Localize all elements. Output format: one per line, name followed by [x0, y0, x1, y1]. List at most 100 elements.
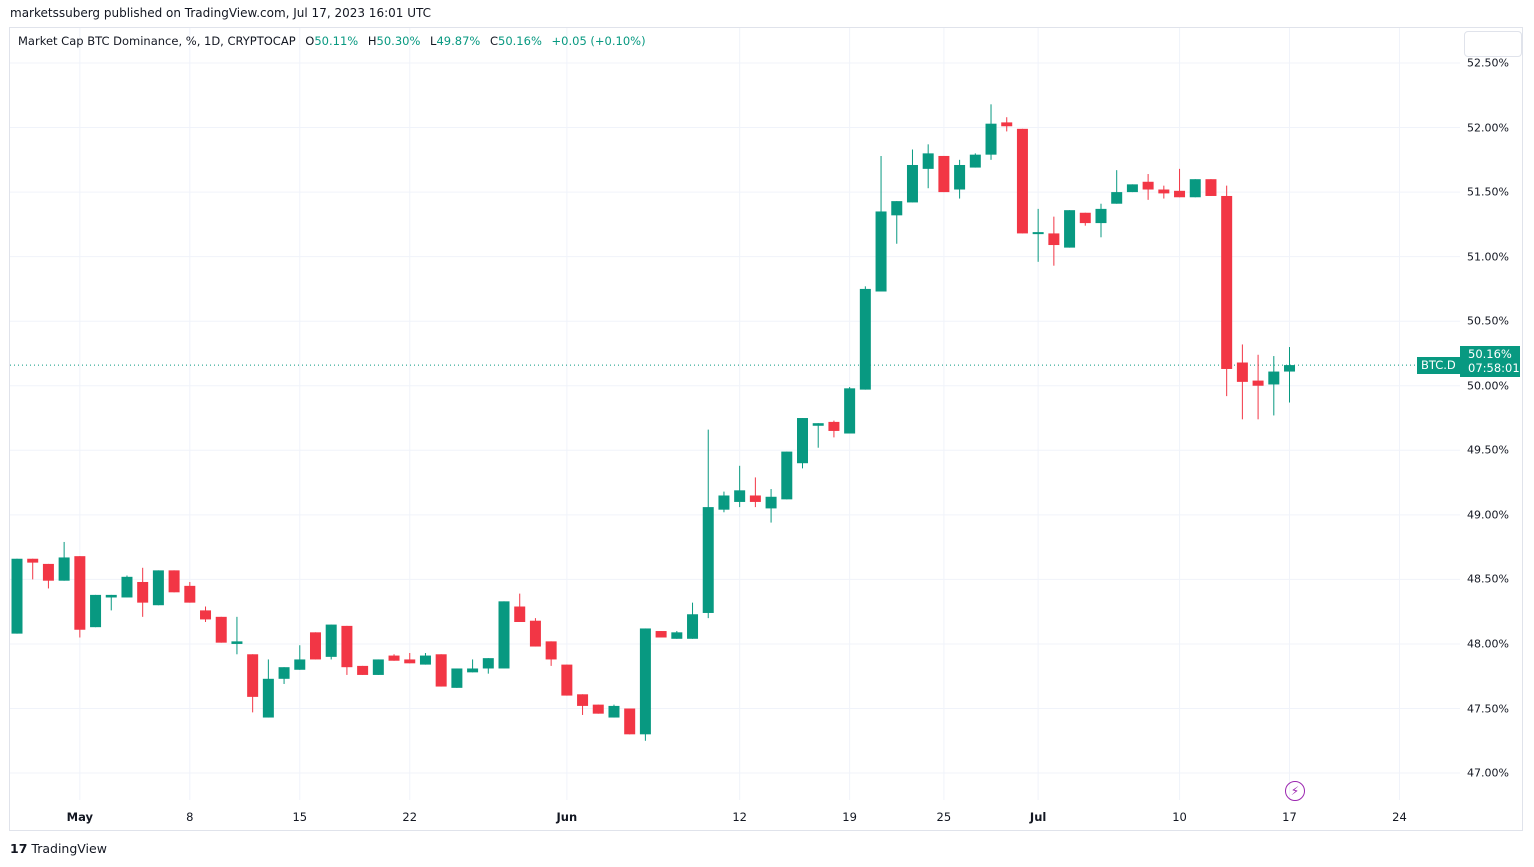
candle-up[interactable]: [718, 491, 730, 513]
candle-body: [655, 631, 667, 638]
candle-up[interactable]: [702, 429, 714, 619]
candle-body: [357, 665, 369, 675]
candle-up[interactable]: [11, 558, 23, 634]
candle-up[interactable]: [325, 624, 337, 660]
candle-up[interactable]: [372, 659, 384, 675]
candle-up[interactable]: [467, 659, 479, 673]
time-tick-label: 12: [732, 810, 747, 824]
candle-body: [105, 594, 117, 598]
candle-down[interactable]: [529, 618, 541, 647]
candle-up[interactable]: [121, 575, 133, 598]
candle-down[interactable]: [168, 570, 180, 593]
symbol-title[interactable]: Market Cap BTC Dominance, %, 1D, CRYPTOC…: [18, 34, 296, 48]
candle-down[interactable]: [1205, 179, 1217, 196]
candle-down[interactable]: [561, 664, 573, 696]
candle-down[interactable]: [247, 654, 259, 713]
candle-down[interactable]: [828, 420, 840, 438]
candle-body: [1142, 181, 1154, 190]
candle-down[interactable]: [624, 708, 636, 735]
candle-up[interactable]: [1126, 184, 1138, 193]
candle-up[interactable]: [922, 144, 934, 189]
candle-down[interactable]: [1048, 216, 1060, 266]
candle-up[interactable]: [278, 667, 290, 684]
tradingview-logo[interactable]: 𝟭𝟳 TradingView: [10, 841, 107, 856]
candle-body: [482, 658, 494, 669]
candle-up[interactable]: [797, 418, 808, 469]
candle-down[interactable]: [357, 665, 369, 675]
candle-up[interactable]: [498, 601, 510, 669]
candle-down[interactable]: [1016, 128, 1028, 234]
candle-up[interactable]: [1095, 203, 1107, 238]
candle-down[interactable]: [514, 593, 526, 623]
candle-down[interactable]: [200, 606, 212, 623]
candle-down[interactable]: [215, 616, 227, 643]
candle-body: [137, 581, 149, 603]
candle-up[interactable]: [812, 423, 824, 448]
candle-body: [215, 616, 227, 643]
candle-up[interactable]: [859, 286, 871, 390]
candle-down[interactable]: [1001, 117, 1013, 132]
candle-down[interactable]: [137, 567, 149, 617]
candle-up[interactable]: [687, 602, 699, 639]
chart-options-button[interactable]: [1464, 31, 1522, 57]
candle-up[interactable]: [294, 645, 306, 670]
candle-up[interactable]: [482, 658, 494, 674]
candle-body: [718, 495, 730, 510]
candle-down[interactable]: [435, 654, 447, 687]
candle-up[interactable]: [671, 631, 683, 639]
candle-body: [624, 708, 636, 735]
candle-up[interactable]: [152, 570, 164, 606]
candle-body: [1095, 208, 1107, 224]
candle-down[interactable]: [27, 558, 39, 580]
candle-down[interactable]: [938, 155, 950, 193]
candle-up[interactable]: [765, 489, 777, 523]
candle-down[interactable]: [592, 704, 604, 714]
candle-up[interactable]: [231, 616, 243, 655]
candle-up[interactable]: [58, 541, 70, 581]
candle-up[interactable]: [891, 201, 903, 244]
candle-up[interactable]: [875, 155, 887, 292]
candle-up[interactable]: [451, 668, 463, 688]
candle-down[interactable]: [309, 632, 321, 660]
candle-down[interactable]: [184, 581, 196, 603]
candle-up[interactable]: [844, 387, 856, 434]
candle-up[interactable]: [906, 149, 918, 203]
candle-down[interactable]: [1158, 185, 1170, 199]
lightning-icon[interactable]: ⚡: [1285, 781, 1305, 801]
candle-up[interactable]: [1111, 170, 1123, 204]
candle-down[interactable]: [1079, 212, 1091, 226]
candle-down[interactable]: [1236, 344, 1248, 420]
candle-down[interactable]: [1142, 174, 1154, 200]
candle-down[interactable]: [388, 654, 400, 661]
candle-down[interactable]: [341, 625, 353, 675]
candle-down[interactable]: [404, 652, 416, 664]
candle-up[interactable]: [419, 652, 431, 665]
candle-down[interactable]: [749, 477, 761, 508]
candle-up[interactable]: [262, 659, 274, 718]
candle-down[interactable]: [655, 631, 667, 638]
candle-down[interactable]: [1221, 185, 1233, 397]
candle-down[interactable]: [577, 694, 589, 715]
candle-up[interactable]: [1189, 179, 1201, 198]
candle-down[interactable]: [1252, 354, 1264, 420]
candle-up[interactable]: [639, 628, 651, 741]
candle-up[interactable]: [1064, 210, 1076, 248]
candle-up[interactable]: [608, 704, 620, 718]
candle-down[interactable]: [545, 641, 557, 666]
candle-up[interactable]: [1268, 356, 1280, 416]
candle-down[interactable]: [42, 563, 54, 589]
candle-up[interactable]: [105, 594, 117, 611]
candle-down[interactable]: [74, 556, 86, 638]
candle-up[interactable]: [90, 594, 102, 628]
candle-up[interactable]: [734, 465, 746, 508]
candle-down[interactable]: [1174, 168, 1186, 198]
candle-up[interactable]: [969, 153, 981, 168]
candle-up[interactable]: [954, 159, 966, 199]
candle-up[interactable]: [985, 104, 997, 160]
time-tick-label: 17: [1282, 810, 1297, 824]
candle-body: [954, 164, 966, 190]
candle-up[interactable]: [1284, 347, 1296, 403]
candle-up[interactable]: [781, 451, 793, 500]
candle-up[interactable]: [1032, 208, 1044, 262]
